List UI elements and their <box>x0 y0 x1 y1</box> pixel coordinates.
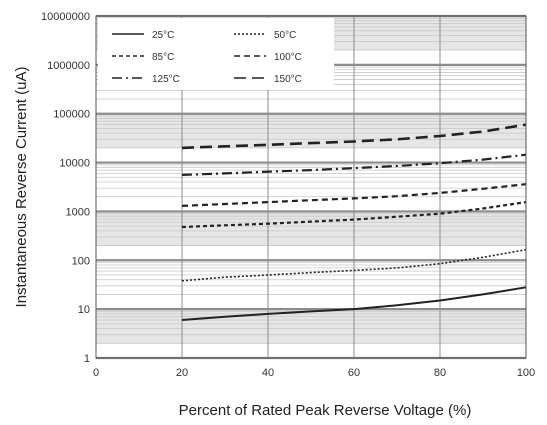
decade-band <box>96 309 526 344</box>
y-tick-label: 1000000 <box>47 60 90 72</box>
x-tick-label: 100 <box>517 367 535 379</box>
y-tick-label: 100000 <box>53 109 90 121</box>
y-tick-label: 1000 <box>66 206 90 218</box>
x-tick-label: 0 <box>93 367 99 379</box>
x-tick-label: 40 <box>262 367 274 379</box>
series-line-2 <box>181 248 527 282</box>
chart-legend: 25°C 50°C 85°C 100°C 125°C 150°C <box>98 18 334 90</box>
legend-label-5: 125°C <box>152 74 180 85</box>
legend-label-1: 25°C <box>152 30 174 41</box>
x-tick-label: 60 <box>348 367 360 379</box>
legend-label-3: 85°C <box>152 52 174 63</box>
series-line-1 <box>181 286 527 321</box>
y-tick-label: 100 <box>72 255 90 267</box>
decade-band <box>96 211 526 246</box>
x-tick-label: 80 <box>434 367 446 379</box>
y-axis-title: Instantaneous Reverse Current (uA) <box>13 67 30 308</box>
y-tick-label: 10000 <box>59 158 90 170</box>
series-layer <box>181 123 527 321</box>
plot-frame <box>95 15 527 359</box>
series-line-4 <box>181 183 527 207</box>
y-tick-label: 1 <box>84 353 90 365</box>
x-axis-title: Percent of Rated Peak Reverse Voltage (%… <box>179 402 472 419</box>
series-line-6 <box>181 123 527 150</box>
x-tick-label: 20 <box>176 367 188 379</box>
series-line-3 <box>181 201 527 229</box>
legend-label-6: 150°C <box>274 74 302 85</box>
series-line-5 <box>181 153 527 176</box>
y-tick-label: 10000000 <box>41 11 90 23</box>
legend-label-4: 100°C <box>274 52 302 63</box>
y-tick-label: 10 <box>78 304 90 316</box>
tick-labels: 1 10 100 1000 10000 100000 1000000 10000000 0 20 4… <box>41 11 535 379</box>
legend-label-2: 50°C <box>274 30 296 41</box>
